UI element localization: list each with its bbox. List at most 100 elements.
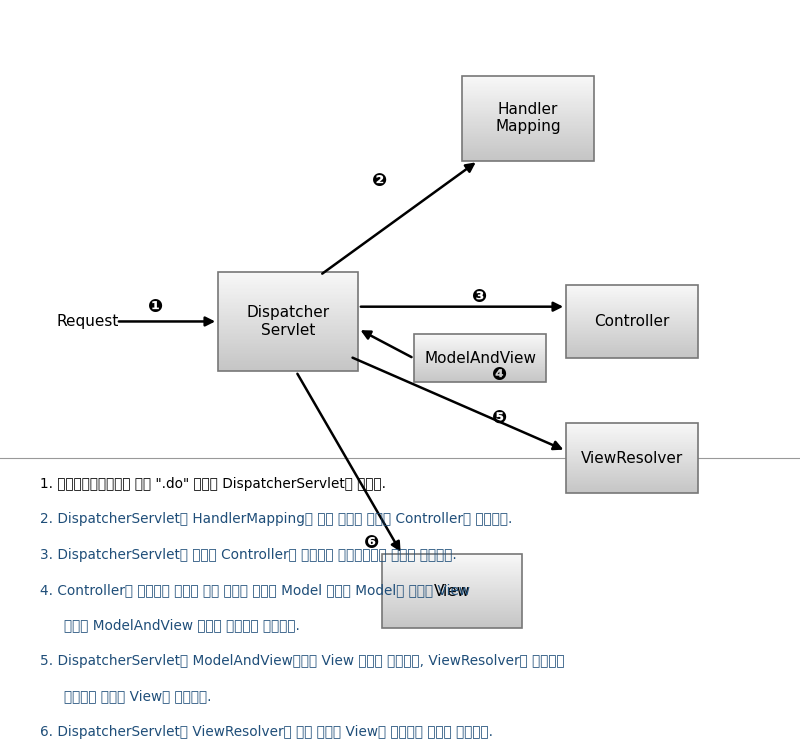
Bar [462,101,594,102]
Bar [566,489,698,490]
Bar [218,294,358,296]
Bar [382,621,522,622]
Bar [566,331,698,332]
Bar [218,365,358,367]
Bar [566,289,698,290]
Bar [462,91,594,92]
Bar [382,603,522,605]
Bar [462,143,594,145]
Bar [218,283,358,284]
Text: 5. DispatcherServlet은 ModelAndView로부터 View 정보를 추출하고, ViewResolver를 이용하여: 5. DispatcherServlet은 ModelAndView로부터 Vi… [40,654,565,668]
Bar [566,468,698,469]
Bar [566,461,698,462]
Bar [382,588,522,590]
Bar [218,305,358,307]
Bar [566,310,698,311]
Bar [566,458,698,459]
Text: ❻: ❻ [364,534,380,552]
Bar [566,439,698,440]
Bar [566,490,698,491]
Text: 3. DispatcherServlet은 검색된 Controller를 실행하여 클라이언트의 요청을 처리한다.: 3. DispatcherServlet은 검색된 Controller를 실행… [40,548,457,562]
Text: ❸: ❸ [472,288,488,306]
Bar [382,571,522,572]
Bar [218,330,358,331]
Bar [566,460,698,461]
Bar [462,121,594,123]
Bar [566,453,698,454]
Bar [382,585,522,587]
Bar [566,435,698,436]
Bar [218,344,358,345]
Bar [218,323,358,324]
Bar [566,351,698,352]
Bar [566,300,698,302]
Bar [218,320,358,321]
Bar [566,492,698,494]
Bar [566,316,698,317]
Bar [566,354,698,355]
Bar [462,146,594,147]
Bar [566,482,698,483]
Bar [382,616,522,617]
Bar [414,334,546,382]
Bar [382,561,522,562]
Bar [462,119,594,120]
Bar [566,423,698,494]
Bar [566,291,698,292]
Bar [218,352,358,353]
Bar [218,318,358,319]
Bar [566,459,698,460]
Bar [566,344,698,346]
Bar [382,590,522,591]
Bar [218,336,358,338]
Bar [462,118,594,119]
Bar [566,469,698,471]
Bar [566,304,698,306]
Text: 6. DispatcherServlet은 ViewResolver를 통해 찾아난 View를 실행하여 응답을 전송한다.: 6. DispatcherServlet은 ViewResolver를 통해 찾… [40,725,493,739]
Bar [382,607,522,609]
Bar [566,340,698,341]
Bar [382,598,522,599]
Bar [462,99,594,101]
Bar [462,82,594,84]
Bar [566,330,698,331]
Bar [566,455,698,457]
Bar [218,347,358,349]
Bar [218,290,358,292]
Bar [462,106,594,108]
Bar [218,293,358,294]
Bar [566,485,698,486]
Bar [566,452,698,453]
Text: Controller: Controller [594,314,670,329]
Bar [566,341,698,343]
Bar [382,558,522,559]
Bar [382,605,522,606]
Bar [566,350,698,351]
Bar [382,615,522,616]
Bar [566,287,698,288]
Bar [382,612,522,613]
Bar [566,463,698,464]
Bar [566,467,698,468]
Bar [218,324,358,325]
Text: ❹: ❹ [492,366,508,384]
Bar [566,444,698,445]
Bar [382,579,522,580]
Bar [382,562,522,563]
Text: Request: Request [56,314,118,329]
Bar [566,299,698,300]
Bar [382,584,522,585]
Bar [218,359,358,360]
Bar [218,333,358,334]
Bar [218,285,358,287]
Bar [566,321,698,322]
Bar [462,152,594,153]
Bar [566,324,698,325]
Bar [382,580,522,581]
Bar [566,303,698,304]
Bar [382,620,522,621]
Text: 2. DispatcherServlet은 HandlerMapping을 통해 요청을 처리할 Controller를 검색한다.: 2. DispatcherServlet은 HandlerMapping을 통해… [40,512,512,526]
Bar [218,312,358,313]
Bar [382,594,522,595]
Bar [218,358,358,359]
